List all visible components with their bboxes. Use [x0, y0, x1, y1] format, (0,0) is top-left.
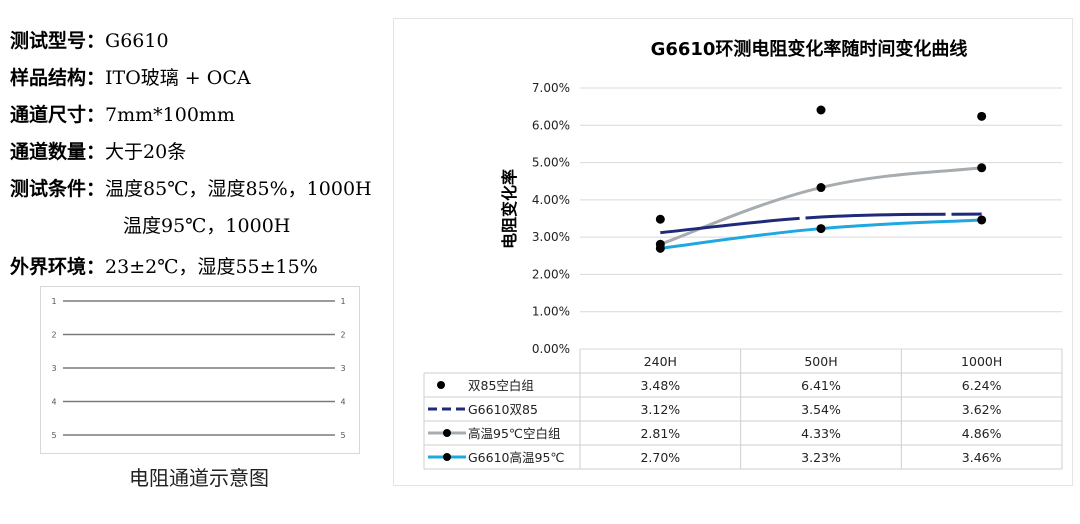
y-tick-label: 2.00% — [532, 267, 570, 281]
y-tick-label: 0.00% — [532, 342, 570, 356]
channel-label-right: 2 — [340, 331, 345, 340]
spec-row-1: 测试型号：G6610 — [10, 26, 169, 53]
data-table-cell: 6.24% — [962, 378, 1002, 393]
data-table-cell: 3.46% — [962, 450, 1002, 465]
channel-label-right: 4 — [340, 398, 345, 407]
spec-row-5: 测试条件：温度85℃，湿度85%，1000H — [10, 174, 372, 201]
y-tick-label: 3.00% — [532, 230, 570, 244]
legend-label: 双85空白组 — [468, 378, 534, 393]
data-table-cell: 3.23% — [801, 450, 841, 465]
data-point — [655, 214, 665, 224]
chart-panel: G6610环测电阻变化率随时间变化曲线 电阻变化率 0.00% 1.00% 2.00… — [393, 18, 1073, 486]
spec-value: 7mm*100mm — [105, 104, 235, 126]
channel-diagram-svg: 1 1 2 2 3 3 4 4 5 5 — [51, 297, 345, 440]
legend-label: 高温95℃空白组 — [468, 426, 560, 441]
spec-row-3: 通道尺寸：7mm*100mm — [10, 100, 235, 127]
spec-label: 样品结构： — [10, 67, 106, 89]
channel-label-right: 3 — [340, 364, 345, 373]
data-table-cell: 2.70% — [640, 450, 680, 465]
chart-svg: G6610环测电阻变化率随时间变化曲线 电阻变化率 0.00% 1.00% 2.00… — [423, 38, 1063, 470]
channel-label-left: 1 — [51, 297, 56, 306]
data-table-cell: 4.86% — [962, 426, 1002, 441]
channel-label-left: 4 — [51, 398, 56, 407]
spec-label: 测试条件： — [10, 178, 106, 200]
data-table-cell: 3.54% — [801, 402, 841, 417]
channel-label-left: 3 — [51, 364, 56, 373]
data-table-cell: 3.48% — [640, 378, 680, 393]
data-table-cell: 4.33% — [801, 426, 841, 441]
channel-label-right: 5 — [340, 431, 345, 440]
data-table-cell: 3.62% — [962, 402, 1002, 417]
data-table-cell: 3.12% — [640, 402, 680, 417]
y-tick-label: 4.00% — [532, 193, 570, 207]
x-tick-label: 240H — [644, 354, 677, 369]
spec-value: 23±2℃，湿度55±15% — [105, 256, 318, 278]
spec-value: 大于20条 — [105, 141, 187, 163]
data-table-cell: 2.81% — [640, 426, 680, 441]
x-tick-label: 500H — [804, 354, 837, 369]
spec-value: ITO玻璃 + OCA — [105, 67, 251, 89]
spec-label: 通道数量： — [10, 141, 106, 163]
spec-row-7: 外界环境：23±2℃，湿度55±15% — [10, 252, 318, 279]
legend-marker — [437, 381, 445, 389]
data-point — [977, 111, 987, 121]
data-table-cell: 6.41% — [801, 378, 841, 393]
channel-diagram: 1 1 2 2 3 3 4 4 5 5 — [40, 286, 360, 454]
chart-title: G6610环测电阻变化率随时间变化曲线 — [651, 38, 968, 60]
diagram-caption: 电阻通道示意图 — [129, 466, 269, 490]
spec-label: 通道尺寸： — [10, 104, 106, 126]
y-tick-label: 1.00% — [532, 305, 570, 319]
legend-label: G6610高温95℃ — [468, 450, 564, 465]
x-tick-label: 1000H — [961, 354, 1002, 369]
legend-label: G6610双85 — [468, 402, 538, 417]
data-point — [977, 163, 987, 173]
legend-marker — [443, 453, 451, 461]
data-point — [655, 243, 665, 253]
channel-label-left: 2 — [51, 331, 56, 340]
spec-value: 温度95℃，1000H — [123, 215, 291, 237]
spec-row-6: 温度95℃，1000H — [123, 211, 290, 238]
y-tick-label: 5.00% — [532, 156, 570, 170]
spec-value: G6610 — [105, 30, 169, 52]
spec-value: 温度85℃，湿度85%，1000H — [105, 178, 372, 200]
data-point — [816, 183, 826, 193]
channel-label-left: 5 — [51, 431, 56, 440]
data-point — [816, 224, 826, 234]
y-tick-label: 7.00% — [532, 81, 570, 95]
spec-label: 外界环境： — [10, 256, 106, 278]
legend-marker — [443, 429, 451, 437]
spec-row-2: 样品结构：ITO玻璃 + OCA — [10, 63, 251, 90]
y-axis-title: 电阻变化率 — [500, 169, 519, 249]
spec-row-4: 通道数量：大于20条 — [10, 137, 186, 164]
data-point — [816, 105, 826, 115]
spec-label: 测试型号： — [10, 30, 106, 52]
y-tick-label: 6.00% — [532, 118, 570, 132]
channel-label-right: 1 — [340, 297, 345, 306]
series-line-1 — [660, 212, 982, 235]
data-point — [977, 215, 987, 225]
